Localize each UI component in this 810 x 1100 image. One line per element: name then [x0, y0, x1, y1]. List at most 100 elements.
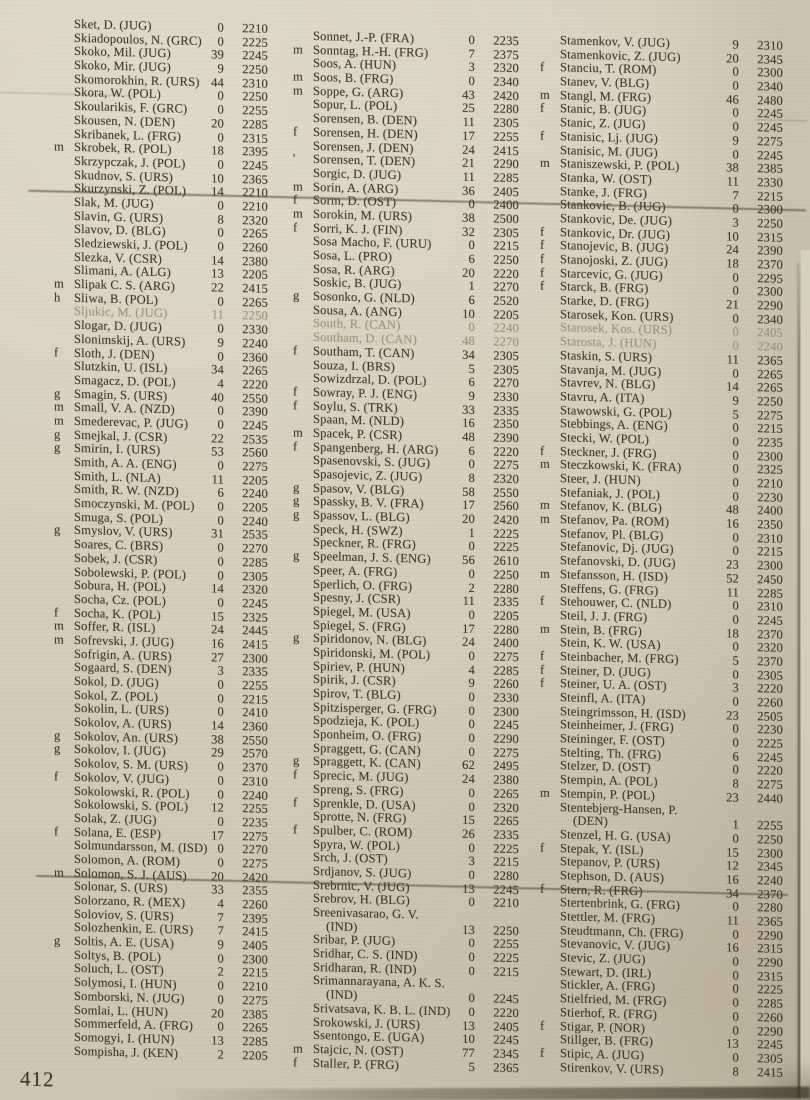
scan-corner-shadow [720, 1040, 810, 1100]
title-prefix [540, 646, 560, 647]
title-prefix: g [54, 933, 61, 948]
title-prefix [540, 550, 560, 551]
games-count: 0 [732, 420, 739, 435]
title-prefix [540, 495, 560, 496]
games-count: 6 [468, 443, 475, 458]
games-count: 0 [468, 963, 475, 978]
title-prefix [540, 988, 560, 989]
title-prefix [293, 888, 313, 889]
title-prefix [540, 701, 560, 702]
games-count: 5 [732, 407, 739, 422]
games-count: 9 [732, 37, 739, 52]
games-count: 0 [732, 64, 739, 80]
title-prefix: f [293, 124, 298, 139]
games-count: 0 [732, 530, 739, 545]
title-prefix [54, 1040, 74, 1041]
games-count: 34 [462, 347, 475, 362]
title-prefix: m [293, 42, 303, 57]
title-prefix [54, 520, 74, 521]
title-prefix [293, 327, 313, 328]
title-prefix: f [54, 769, 59, 784]
games-count: 0 [217, 157, 224, 172]
games-count: 0 [732, 995, 739, 1010]
title-prefix [293, 683, 313, 684]
title-prefix [54, 561, 74, 562]
rating-value: 2275 [757, 133, 783, 149]
games-count: 5 [468, 1059, 475, 1074]
title-prefix: f [540, 60, 545, 75]
games-count: 9 [217, 937, 224, 952]
title-prefix: m [540, 511, 550, 526]
games-count: 6 [468, 375, 475, 390]
title-prefix: g [54, 522, 61, 537]
title-prefix [54, 123, 74, 124]
title-prefix: m [54, 632, 64, 647]
title-prefix [54, 27, 74, 28]
rating-value: 2205 [493, 608, 519, 624]
title-prefix: f [293, 220, 298, 235]
games-count: 11 [726, 352, 739, 367]
rating-value: 2285 [242, 116, 268, 132]
games-count: 6 [468, 251, 475, 267]
games-count: 0 [468, 730, 475, 746]
title-prefix: g [293, 630, 300, 645]
games-count: 4 [468, 662, 475, 677]
games-count: 4 [217, 896, 224, 911]
title-prefix [540, 126, 560, 127]
title-prefix [54, 219, 74, 220]
rating-value: 2275 [242, 992, 268, 1008]
games-count: 0 [217, 540, 224, 555]
title-prefix [293, 423, 313, 424]
games-count: 11 [726, 584, 739, 600]
games-count [713, 815, 739, 816]
games-count: 1 [468, 279, 475, 294]
games-count: 0 [468, 1004, 475, 1019]
title-prefix [54, 712, 74, 713]
title-prefix [540, 714, 560, 715]
title-prefix [293, 368, 313, 369]
rating-value: 2440 [757, 790, 783, 806]
title-prefix [540, 331, 560, 332]
title-prefix [540, 441, 560, 442]
rating-value: 2285 [242, 1034, 268, 1049]
games-count: 13 [211, 1033, 224, 1048]
games-count: 9 [217, 335, 224, 350]
games-count: 77 [462, 1045, 475, 1060]
title-prefix [54, 903, 74, 904]
title-prefix [293, 737, 313, 738]
games-count: 0 [468, 990, 475, 1006]
title-prefix [293, 669, 313, 670]
title-prefix [293, 532, 313, 533]
games-count: 0 [468, 867, 475, 882]
title-prefix [293, 546, 313, 547]
games-count: 7 [217, 910, 224, 925]
games-count: 0 [468, 73, 475, 89]
games-count: 0 [468, 785, 475, 800]
page-number: 412 [20, 1066, 55, 1092]
title-prefix [540, 57, 560, 58]
title-prefix [54, 1013, 74, 1014]
title-prefix [54, 931, 74, 932]
games-count: 0 [468, 949, 475, 965]
games-count: 3 [732, 680, 739, 696]
title-prefix [540, 824, 560, 825]
games-count: 23 [726, 557, 739, 572]
rating-value: 2245 [242, 418, 268, 433]
games-count: 3 [217, 663, 224, 678]
title-prefix [54, 808, 74, 809]
games-count: 14 [726, 379, 739, 394]
title-prefix: f [54, 344, 59, 359]
games-count: 0 [732, 968, 739, 983]
games-count: 0 [732, 311, 739, 326]
games-count: 0 [468, 895, 475, 910]
title-prefix: f [293, 384, 298, 399]
title-prefix: g [293, 548, 300, 563]
title-prefix [540, 961, 560, 962]
games-count: 21 [462, 155, 475, 171]
games-count: 0 [217, 992, 224, 1007]
games-count: 0 [732, 598, 739, 613]
rating-value: 2500 [493, 211, 519, 227]
title-prefix: f [293, 343, 298, 358]
games-count: 7 [217, 923, 224, 939]
title-prefix [54, 849, 74, 850]
